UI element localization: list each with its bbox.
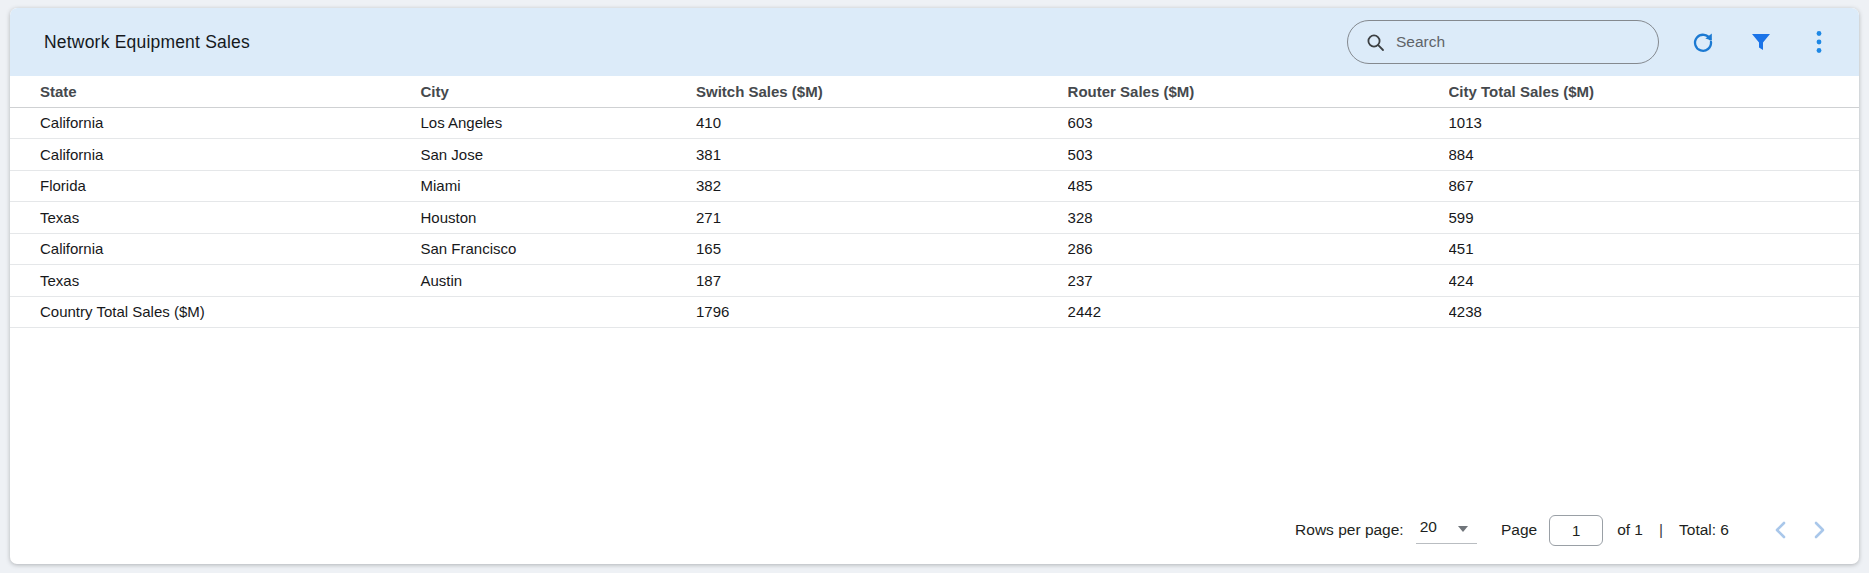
cell-state: Florida: [10, 170, 420, 202]
cell-state: California: [10, 233, 420, 265]
chevron-right-icon: [1814, 521, 1826, 539]
cell-router-sales-total: 2442: [1068, 296, 1449, 328]
cell-city: Houston: [420, 202, 696, 234]
page-of-label: of 1: [1617, 521, 1643, 539]
cell-city-total-sales: 867: [1449, 170, 1860, 202]
kebab-menu-icon: [1816, 30, 1822, 54]
table-row-country-total: Country Total Sales ($M) 1796 2442 4238: [10, 296, 1859, 328]
cell-router-sales: 237: [1068, 265, 1449, 297]
data-grid-card: Network Equipment Sales: [10, 8, 1859, 564]
cell-city: Los Angeles: [420, 107, 696, 139]
search-input[interactable]: [1396, 33, 1640, 51]
cell-city: Miami: [420, 170, 696, 202]
cell-city: [420, 296, 696, 328]
refresh-icon: [1691, 30, 1715, 54]
chevron-down-icon: [1457, 525, 1469, 533]
pagination-prev-button[interactable]: [1767, 517, 1793, 543]
cell-city: San Jose: [420, 139, 696, 171]
cell-switch-sales: 271: [696, 202, 1068, 234]
cell-router-sales: 328: [1068, 202, 1449, 234]
table-row[interactable]: Texas Austin 187 237 424: [10, 265, 1859, 297]
cell-state: California: [10, 107, 420, 139]
refresh-button[interactable]: [1689, 28, 1717, 56]
cell-switch-sales-total: 1796: [696, 296, 1068, 328]
cell-city: Austin: [420, 265, 696, 297]
cell-router-sales: 503: [1068, 139, 1449, 171]
pagination-next-button[interactable]: [1807, 517, 1833, 543]
rows-per-page-label: Rows per page:: [1295, 521, 1404, 539]
column-header-city[interactable]: City: [420, 76, 696, 107]
cell-city: San Francisco: [420, 233, 696, 265]
cell-state: Texas: [10, 265, 420, 297]
cell-switch-sales: 381: [696, 139, 1068, 171]
table-row[interactable]: California San Jose 381 503 884: [10, 139, 1859, 171]
cell-city-total-sales: 884: [1449, 139, 1860, 171]
column-header-router-sales[interactable]: Router Sales ($M): [1068, 76, 1449, 107]
grid-controls: [1347, 20, 1833, 64]
cell-city-total-sales: 599: [1449, 202, 1860, 234]
cell-total-label: Country Total Sales ($M): [10, 296, 420, 328]
cell-city-total-sales: 451: [1449, 233, 1860, 265]
cell-city-total-sales-total: 4238: [1449, 296, 1860, 328]
cell-city-total-sales: 1013: [1449, 107, 1860, 139]
search-icon: [1366, 33, 1385, 52]
cell-switch-sales: 382: [696, 170, 1068, 202]
search-box[interactable]: [1347, 20, 1659, 64]
cell-router-sales: 603: [1068, 107, 1449, 139]
column-header-state[interactable]: State: [10, 76, 420, 107]
cell-state: California: [10, 139, 420, 171]
separator: |: [1659, 521, 1663, 539]
cell-switch-sales: 165: [696, 233, 1068, 265]
page-input[interactable]: [1549, 515, 1603, 546]
table-row[interactable]: Florida Miami 382 485 867: [10, 170, 1859, 202]
card-header: Network Equipment Sales: [10, 8, 1859, 76]
page-label: Page: [1501, 521, 1537, 539]
table-row[interactable]: Texas Houston 271 328 599: [10, 202, 1859, 234]
cell-router-sales: 485: [1068, 170, 1449, 202]
cell-router-sales: 286: [1068, 233, 1449, 265]
cell-switch-sales: 410: [696, 107, 1068, 139]
rows-per-page-value: 20: [1420, 518, 1437, 536]
pagination-bar: Rows per page: 20 Page of 1 | Total: 6: [10, 504, 1859, 556]
rows-per-page-select[interactable]: 20: [1416, 516, 1477, 544]
table-row[interactable]: California Los Angeles 410 603 1013: [10, 107, 1859, 139]
table-header-row: State City Switch Sales ($M) Router Sale…: [10, 76, 1859, 107]
page-title: Network Equipment Sales: [44, 32, 250, 53]
table-row[interactable]: California San Francisco 165 286 451: [10, 233, 1859, 265]
cell-city-total-sales: 424: [1449, 265, 1860, 297]
cell-state: Texas: [10, 202, 420, 234]
column-header-city-total-sales[interactable]: City Total Sales ($M): [1449, 76, 1860, 107]
sales-table: State City Switch Sales ($M) Router Sale…: [10, 76, 1859, 328]
chevron-left-icon: [1774, 521, 1786, 539]
more-options-button[interactable]: [1805, 28, 1833, 56]
column-header-switch-sales[interactable]: Switch Sales ($M): [696, 76, 1068, 107]
empty-area: [10, 328, 1859, 504]
filter-button[interactable]: [1747, 28, 1775, 56]
cell-switch-sales: 187: [696, 265, 1068, 297]
filter-funnel-icon: [1750, 31, 1772, 53]
total-count: Total: 6: [1679, 521, 1729, 539]
